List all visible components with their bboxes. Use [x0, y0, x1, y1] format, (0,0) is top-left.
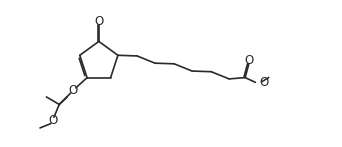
Text: O: O [259, 76, 268, 88]
Text: O: O [244, 54, 253, 67]
Text: O: O [94, 15, 104, 28]
Text: O: O [49, 114, 58, 127]
Text: O: O [68, 84, 78, 97]
